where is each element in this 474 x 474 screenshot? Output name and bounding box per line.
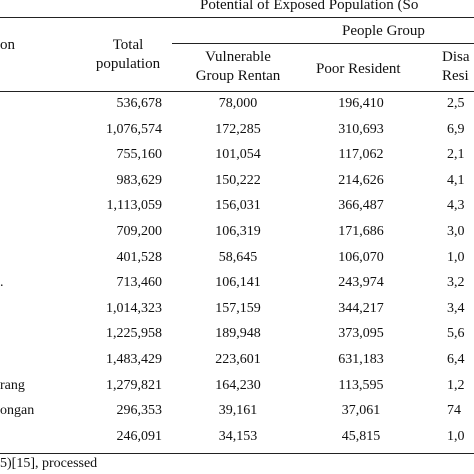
- location-cell: .: [0, 275, 4, 291]
- total-cell: 536,678: [116, 96, 163, 111]
- vulnerable-cell: 157,159: [215, 300, 261, 316]
- poor-cell: 366,487: [338, 198, 384, 214]
- vulnerable-cell: 223,601: [215, 352, 261, 367]
- total-cell: 1,483,429: [106, 352, 162, 367]
- disabled-cell: 5,6: [447, 326, 465, 342]
- total-cell: 755,160: [116, 147, 163, 163]
- vulnerable-cell: 172,285: [215, 121, 261, 137]
- location-header: on: [0, 37, 15, 53]
- disabled-cell: 2,1: [447, 147, 465, 163]
- disabled-header-line1: Disa: [442, 49, 470, 65]
- location-cell: ongan: [0, 403, 35, 419]
- poor-cell: 310,693: [338, 121, 384, 137]
- total-cell: 1,225,958: [106, 326, 162, 342]
- disabled-cell: 1,0: [447, 249, 465, 265]
- poor-cell: 631,183: [338, 352, 384, 367]
- poor-cell: 243,974: [338, 275, 384, 291]
- disabled-cell: 4,1: [447, 172, 465, 188]
- location-cell: rang: [0, 377, 25, 393]
- total-cell: 246,091: [116, 428, 163, 444]
- poor-cell: 171,686: [338, 224, 384, 239]
- vulnerable-cell: 106,319: [215, 224, 261, 239]
- vulnerable-header-line2: Group Rentan: [195, 68, 281, 84]
- vulnerable-cell: 34,153: [218, 428, 258, 444]
- vulnerable-cell: 106,141: [215, 275, 261, 291]
- poor-cell: 344,217: [338, 300, 384, 316]
- vulnerable-cell: 101,054: [215, 147, 261, 163]
- total-cell: 296,353: [116, 403, 163, 419]
- vulnerable-header-line1: Vulnerable: [205, 49, 271, 65]
- poor-cell: 214,626: [338, 172, 384, 188]
- vulnerable-cell: 156,031: [215, 198, 261, 214]
- poor-cell: 106,070: [338, 249, 384, 265]
- total-population-header: Total population: [78, 36, 178, 74]
- total-cell: 1,014,323: [106, 300, 162, 316]
- poor-cell: 117,062: [338, 147, 384, 163]
- source-note: 5)[15], processed: [0, 456, 98, 471]
- total-cell: 709,200: [116, 224, 163, 239]
- disabled-cell: 4,3: [447, 198, 465, 214]
- super-title: Potential of Exposed Population (So: [200, 0, 419, 13]
- vulnerable-cell: 150,222: [215, 172, 261, 188]
- top-rule: [0, 17, 474, 18]
- table-bottom-rule: [0, 453, 474, 454]
- header-bottom-rule: [0, 91, 474, 92]
- vulnerable-cell: 189,948: [215, 326, 261, 342]
- total-header-line2: population: [95, 56, 161, 72]
- people-group-header: People Group: [342, 23, 425, 39]
- poor-cell: 37,061: [341, 403, 381, 419]
- disabled-cell: 3,4: [447, 300, 465, 316]
- vulnerable-cell: 39,161: [218, 403, 258, 419]
- vulnerable-cell: 58,645: [218, 249, 258, 265]
- disabled-header-line2: Resi: [442, 68, 469, 84]
- disabled-cell: 74: [447, 403, 461, 419]
- total-cell: 713,460: [116, 275, 163, 291]
- group-rule: [172, 43, 474, 44]
- vulnerable-cell: 164,230: [215, 377, 261, 393]
- disabled-cell: 1,2: [447, 377, 465, 393]
- disabled-cell: 6,4: [447, 352, 465, 367]
- total-cell: 983,629: [116, 172, 163, 188]
- disabled-cell: 2,5: [447, 96, 465, 111]
- disabled-cell: 6,9: [447, 121, 465, 137]
- poor-cell: 45,815: [341, 428, 381, 444]
- disabled-cell: 3,2: [447, 275, 465, 291]
- poor-cell: 373,095: [338, 326, 384, 342]
- vulnerable-cell: 78,000: [218, 96, 258, 111]
- total-cell: 1,076,574: [106, 121, 162, 137]
- vulnerable-group-header: Vulnerable Group Rentan: [178, 48, 298, 86]
- disabled-resident-header: Disa Resi: [442, 48, 470, 86]
- total-cell: 1,113,059: [106, 198, 162, 214]
- total-cell: 1,279,821: [106, 377, 162, 393]
- poor-cell: 113,595: [338, 377, 384, 393]
- poor-resident-header: Poor Resident: [316, 61, 401, 77]
- total-cell: 401,528: [116, 249, 163, 265]
- disabled-cell: 3,0: [447, 224, 465, 239]
- total-header-line1: Total: [112, 37, 144, 53]
- disabled-cell: 1,0: [447, 428, 465, 444]
- poor-cell: 196,410: [338, 96, 384, 111]
